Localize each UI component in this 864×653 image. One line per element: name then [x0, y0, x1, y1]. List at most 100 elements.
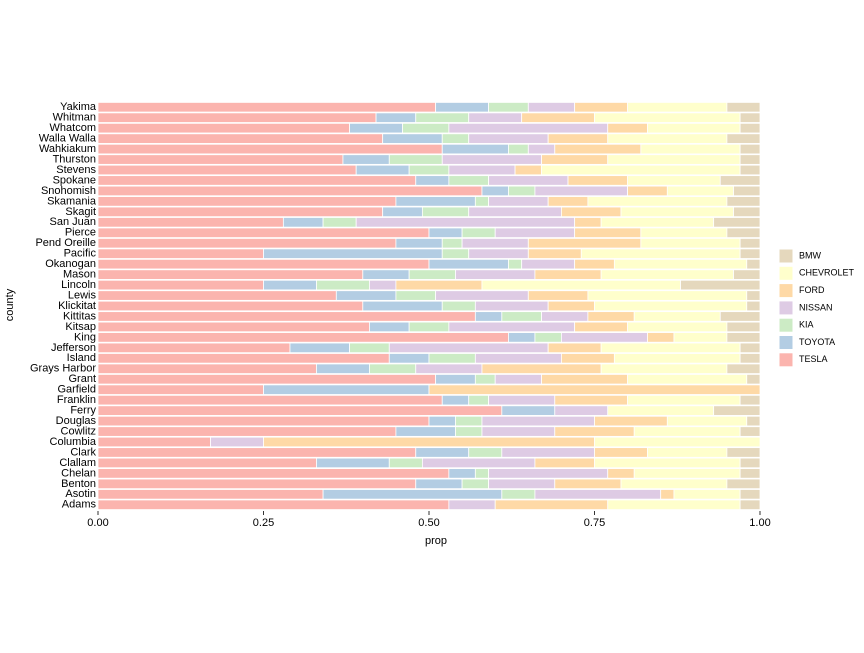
bar-segment	[594, 436, 761, 448]
y-tick-label: Spokane	[53, 174, 96, 186]
bar-segment	[726, 478, 761, 490]
bar-segment	[660, 489, 675, 500]
bar-segment	[494, 499, 609, 510]
bar-segment	[474, 196, 489, 207]
y-tick-label: Pacific	[64, 248, 97, 260]
bar-segment	[435, 374, 476, 385]
bar-segment	[441, 143, 509, 155]
bar-segment	[388, 154, 443, 165]
x-tick-label: 0.75	[584, 517, 605, 529]
bar-segment	[97, 248, 264, 259]
bar-segment	[342, 154, 390, 165]
bar-segment	[587, 290, 748, 301]
y-tick-label: Walla Walla	[39, 133, 97, 145]
bar-segment	[97, 384, 264, 395]
y-tick-label: Lincoln	[61, 279, 96, 291]
bar-segment	[97, 279, 264, 291]
bar-segment	[441, 238, 463, 249]
bar-segment	[441, 394, 470, 406]
bar-segment	[395, 290, 437, 301]
bar-segment	[362, 300, 443, 312]
bar-segment	[534, 489, 662, 500]
bar-segment	[97, 133, 384, 144]
bar-segment	[726, 321, 761, 333]
bar-segment	[627, 321, 728, 333]
bar-segment	[739, 112, 761, 123]
bar-segment	[349, 342, 390, 354]
bar-segment	[746, 290, 761, 301]
y-tick-label: Clark	[70, 446, 96, 458]
bar-segment	[428, 415, 456, 427]
bar-segment	[719, 175, 761, 186]
bar-segment	[541, 311, 589, 322]
bar-segment	[574, 102, 629, 113]
bar-segment	[739, 426, 761, 437]
bar-segment	[739, 238, 761, 249]
bar-segment	[415, 447, 470, 458]
bar-segment	[97, 394, 443, 406]
bar-segment	[541, 154, 609, 165]
bar-segment	[501, 447, 595, 458]
bar-segment	[594, 300, 748, 312]
bar-segment	[726, 102, 761, 113]
bar-segment	[673, 332, 728, 343]
legend-label: BMW	[799, 250, 822, 260]
bar-segment	[739, 394, 761, 406]
bar-segment	[627, 102, 728, 113]
bar-segment	[508, 332, 536, 343]
bar-segment	[508, 258, 523, 270]
bar-segment	[428, 384, 761, 395]
bar-segment	[97, 363, 317, 374]
y-tick-label: Benton	[61, 478, 96, 490]
bar-segment	[607, 405, 715, 416]
bar-segment	[382, 133, 443, 144]
bar-segment	[561, 206, 622, 218]
bar-segment	[534, 332, 562, 343]
bar-segment	[726, 363, 761, 374]
bar-segment	[97, 185, 483, 197]
bar-segment	[448, 468, 476, 479]
bar-segment	[97, 342, 291, 354]
y-tick-label: Okanogan	[45, 258, 96, 270]
bar-segment	[468, 394, 489, 406]
bar-segment	[739, 342, 761, 354]
bar-segment	[719, 311, 761, 322]
bar-segment	[322, 217, 357, 228]
bar-segment	[633, 311, 721, 322]
bar-segment	[355, 217, 576, 228]
bar-segment	[554, 394, 629, 406]
bar-segment	[474, 374, 496, 385]
y-tick-label: Wahkiakum	[39, 143, 96, 155]
bar-segment	[600, 217, 715, 228]
bar-segment	[666, 415, 748, 427]
bar-segment	[97, 175, 417, 186]
bar-segment	[746, 415, 761, 427]
bar-segment	[607, 154, 741, 165]
bar-segment	[263, 279, 317, 291]
bar-segment	[640, 238, 741, 249]
legend-label: NISSAN	[799, 302, 833, 312]
legend-key	[778, 283, 794, 299]
bar-segment	[594, 457, 741, 469]
bar-segment	[739, 353, 761, 364]
y-tick-label: Garfield	[57, 384, 96, 396]
y-tick-label: Jefferson	[51, 342, 96, 354]
bar-segment	[468, 133, 549, 144]
bar-segment	[441, 300, 476, 312]
y-tick-label: King	[74, 331, 96, 343]
bar-segment	[97, 374, 437, 385]
bar-segment	[733, 206, 761, 218]
bar-segment	[587, 196, 728, 207]
bar-segment	[408, 321, 450, 333]
bar-segment	[739, 143, 761, 155]
bar-segment	[474, 353, 562, 364]
bar-segment	[647, 122, 741, 134]
bar-segment	[461, 478, 489, 490]
bar-segment	[421, 457, 536, 469]
bar-segment	[97, 300, 364, 312]
y-tick-label: Skagit	[65, 206, 96, 218]
bar-segment	[574, 217, 602, 228]
y-tick-label: Kitsap	[65, 321, 96, 333]
bar-segment	[726, 133, 761, 144]
